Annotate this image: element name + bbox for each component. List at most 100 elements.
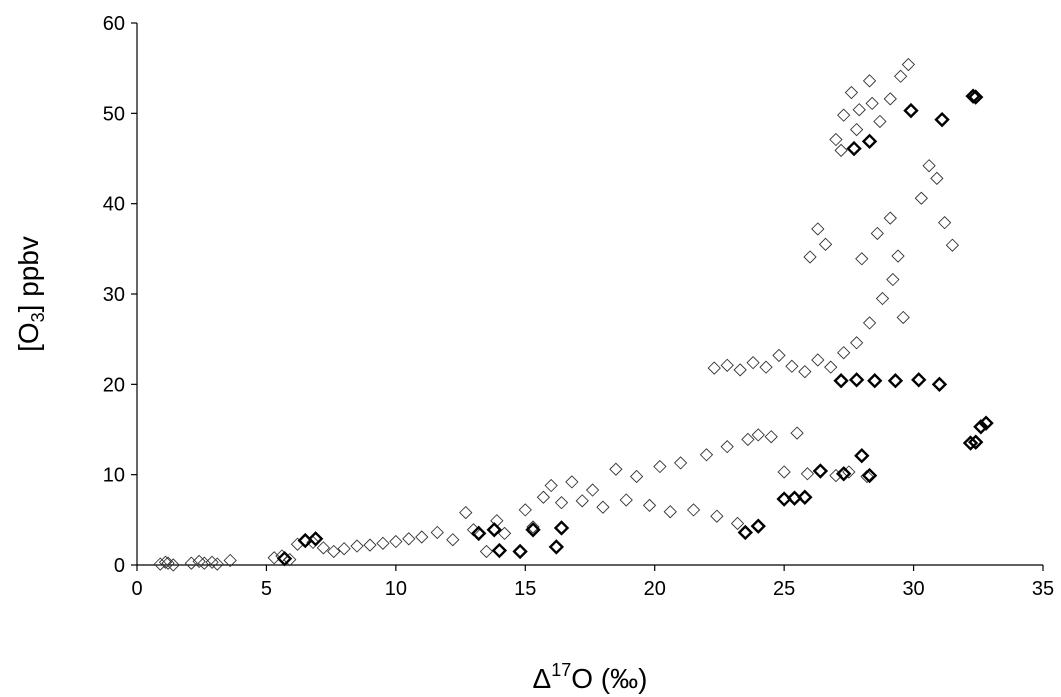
y-tick-label: 60 xyxy=(103,13,125,35)
data-point xyxy=(479,544,494,559)
y-axis-title: [O3] ppbv xyxy=(13,236,48,352)
data-point xyxy=(663,505,677,519)
x-tick-label: 30 xyxy=(902,578,924,600)
data-point xyxy=(276,550,293,567)
data-point xyxy=(833,373,849,389)
data-point xyxy=(873,114,887,129)
data-point xyxy=(283,552,297,567)
data-point xyxy=(849,122,864,137)
y-axis-title-open: [O xyxy=(13,322,44,352)
data-point xyxy=(707,361,721,375)
data-point xyxy=(945,238,960,252)
data-point xyxy=(812,463,829,479)
data-point xyxy=(446,533,460,547)
data-point xyxy=(883,211,897,225)
y-axis-title-subscript: 3 xyxy=(28,312,48,322)
data-point xyxy=(875,291,890,306)
data-point xyxy=(931,376,948,393)
data-point xyxy=(525,522,541,538)
data-point xyxy=(536,490,551,504)
data-point xyxy=(803,250,817,264)
data-point xyxy=(844,85,859,100)
data-point xyxy=(609,462,623,476)
data-point xyxy=(772,348,786,363)
data-point xyxy=(862,316,877,330)
data-point xyxy=(518,503,532,517)
data-point xyxy=(710,509,724,523)
data-point xyxy=(911,372,927,388)
data-point xyxy=(596,500,610,514)
data-point xyxy=(720,440,734,454)
data-point xyxy=(886,272,900,287)
data-point xyxy=(829,468,843,483)
data-point xyxy=(854,447,870,464)
y-tick-label: 0 xyxy=(114,555,125,577)
data-point xyxy=(548,539,565,555)
data-point xyxy=(937,216,952,230)
x-axis-title-rest: O (‰) xyxy=(571,663,647,694)
data-point xyxy=(811,353,825,367)
data-point xyxy=(849,336,864,350)
y-axis-title-close: ] ppbv xyxy=(13,236,44,312)
data-point xyxy=(751,428,765,442)
y-tick-label: 10 xyxy=(103,465,125,487)
data-point xyxy=(824,360,838,374)
data-point xyxy=(746,356,760,370)
data-point xyxy=(223,553,237,568)
data-point xyxy=(686,503,701,517)
data-point xyxy=(777,465,791,479)
data-point xyxy=(166,558,180,572)
x-tick-label: 35 xyxy=(1032,578,1054,600)
data-point xyxy=(896,310,910,325)
data-point xyxy=(316,541,331,555)
data-point xyxy=(865,96,879,111)
data-point xyxy=(629,469,644,484)
x-tick-label: 15 xyxy=(514,578,536,600)
data-point xyxy=(205,555,219,569)
data-point xyxy=(619,493,633,507)
data-point xyxy=(811,222,825,236)
data-point xyxy=(161,556,175,570)
data-point xyxy=(914,191,928,205)
data-point xyxy=(730,516,745,531)
data-point xyxy=(565,475,579,489)
data-point xyxy=(575,494,589,508)
data-point xyxy=(673,456,688,470)
data-point xyxy=(337,542,351,556)
data-point xyxy=(883,92,897,106)
data-point xyxy=(887,373,904,389)
data-point xyxy=(962,435,979,451)
x-tick-label: 25 xyxy=(773,578,795,600)
data-point xyxy=(922,159,936,173)
data-point xyxy=(554,496,569,510)
data-point xyxy=(834,143,848,158)
data-point xyxy=(210,557,224,571)
data-point xyxy=(376,536,390,550)
data-point xyxy=(891,249,905,263)
data-point xyxy=(829,132,843,147)
y-tick-label: 30 xyxy=(103,284,125,306)
data-point xyxy=(835,466,852,482)
x-tick-label: 10 xyxy=(385,578,407,600)
data-point xyxy=(497,526,512,541)
data-point xyxy=(870,226,884,241)
data-point xyxy=(512,543,528,560)
data-point xyxy=(153,557,167,571)
y-tick-label: 20 xyxy=(103,374,125,396)
y-axis-ticks: 0 10 20 30 40 50 60 xyxy=(103,13,137,577)
data-point xyxy=(415,530,429,544)
data-point xyxy=(934,111,950,128)
y-tick-label: 50 xyxy=(103,103,125,125)
data-point xyxy=(491,542,508,559)
data-point xyxy=(350,539,364,553)
data-point xyxy=(973,419,989,435)
data-point xyxy=(389,534,403,549)
data-point xyxy=(430,525,444,540)
data-point xyxy=(642,498,657,513)
data-point xyxy=(402,532,416,546)
data-point xyxy=(855,252,869,266)
data-point xyxy=(699,448,714,462)
data-point xyxy=(968,89,984,105)
data-point xyxy=(862,74,877,88)
